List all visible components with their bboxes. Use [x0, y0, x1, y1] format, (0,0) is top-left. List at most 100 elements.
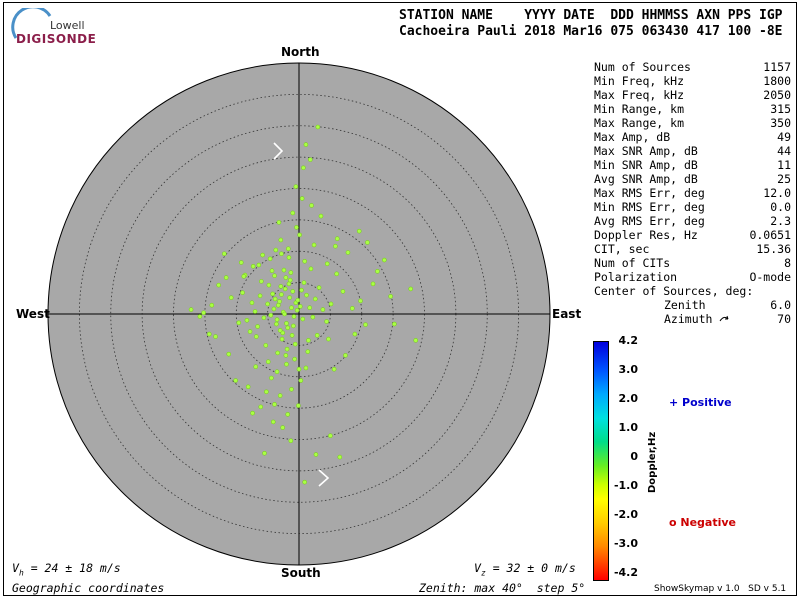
- stat-value: 49: [777, 130, 791, 144]
- source-point: [213, 334, 218, 339]
- source-point: [261, 315, 267, 321]
- source-point: [292, 356, 297, 362]
- source-point: [306, 338, 311, 343]
- source-point: [271, 306, 277, 312]
- header-values: Cachoeira Pauli 2018 Mar16 075 063430 41…: [399, 24, 783, 39]
- source-point: [269, 268, 275, 274]
- source-point: [275, 350, 280, 356]
- source-point: [254, 334, 259, 339]
- source-point: [274, 369, 280, 375]
- source-point: [279, 336, 285, 342]
- source-point: [197, 314, 203, 319]
- source-point: [313, 296, 318, 302]
- source-point: [278, 284, 284, 289]
- source-point: [247, 329, 253, 334]
- source-point: [304, 292, 309, 298]
- source-point: [343, 353, 348, 358]
- source-point: [296, 366, 302, 372]
- source-point: [299, 196, 305, 201]
- zenith-info: Zenith: max 40° step 5°: [419, 581, 586, 595]
- source-point: [272, 273, 277, 279]
- source-point: [363, 322, 368, 327]
- stat-value: 350: [770, 116, 791, 130]
- source-point: [290, 210, 296, 216]
- stat-label: Avg RMS Err, deg: [594, 214, 705, 228]
- source-point: [279, 251, 284, 257]
- vh-readout: Vh = 24 ± 18 m/s: [12, 561, 121, 578]
- source-point: [295, 297, 301, 303]
- source-point: [311, 242, 317, 248]
- label-east: East: [552, 307, 582, 321]
- source-point: [288, 438, 294, 444]
- source-point: [188, 307, 194, 312]
- velocity-arrows: [273, 142, 330, 487]
- source-point: [287, 277, 293, 283]
- source-point: [267, 256, 273, 262]
- source-point: [294, 307, 300, 313]
- source-point: [283, 353, 289, 358]
- colorbar-tick-label: 2.0: [618, 392, 639, 405]
- source-point: [292, 341, 298, 347]
- source-point: [328, 301, 334, 307]
- source-point: [222, 251, 227, 257]
- source-point: [274, 321, 279, 327]
- label-north: North: [281, 45, 320, 59]
- stat-label: CIT, sec: [594, 242, 650, 256]
- source-point: [316, 285, 322, 290]
- source-point: [216, 282, 221, 288]
- source-point: [356, 228, 362, 234]
- stat-label: Max Range, km: [594, 116, 685, 130]
- source-point: [301, 165, 306, 171]
- source-point: [269, 375, 274, 381]
- source-point: [259, 279, 264, 284]
- source-point: [281, 267, 287, 273]
- source-point: [289, 333, 295, 338]
- source-point: [300, 316, 306, 322]
- source-point: [350, 306, 355, 311]
- logo-arc-icon: [11, 8, 52, 39]
- source-point: [375, 269, 380, 274]
- source-point: [263, 343, 269, 348]
- source-point: [337, 454, 343, 460]
- source-point: [250, 410, 255, 416]
- source-point: [279, 292, 284, 297]
- doppler-colorbar: [593, 341, 609, 581]
- source-point: [302, 479, 307, 485]
- source-point: [331, 366, 337, 372]
- source-point: [358, 298, 363, 304]
- source-point: [250, 264, 256, 269]
- source-point: [314, 333, 320, 338]
- stat-value: 1157: [763, 60, 791, 74]
- source-point: [315, 124, 321, 130]
- source-point: [258, 404, 264, 410]
- source-point: [320, 307, 326, 312]
- source-point: [289, 386, 294, 392]
- source-point: [209, 302, 215, 308]
- source-point: [294, 225, 299, 230]
- legend-negative: o Negative: [669, 516, 737, 529]
- source-point: [307, 305, 312, 311]
- source-point: [286, 246, 291, 252]
- source-point: [298, 378, 304, 383]
- stat-value: 11: [777, 158, 791, 172]
- source-point: [249, 300, 255, 306]
- source-point: [308, 266, 314, 272]
- source-point: [352, 331, 358, 337]
- source-point: [285, 412, 291, 417]
- stat-label: Min SNR Amp, dB: [594, 158, 698, 172]
- source-point: [241, 274, 247, 279]
- label-west: West: [16, 307, 50, 321]
- colorbar-label: Doppler,Hz: [647, 431, 658, 493]
- source-point: [244, 317, 250, 323]
- source-point: [370, 281, 376, 287]
- source-point: [201, 310, 206, 316]
- source-point: [284, 361, 289, 367]
- source-point: [206, 331, 212, 337]
- source-point: [303, 365, 309, 371]
- cardinal-axes: [48, 63, 550, 565]
- center-azimuth-label: Azimuth: [664, 312, 713, 326]
- source-point: [265, 301, 270, 307]
- source-point: [262, 451, 267, 456]
- colorbar-tick-label: -4.2: [613, 566, 638, 579]
